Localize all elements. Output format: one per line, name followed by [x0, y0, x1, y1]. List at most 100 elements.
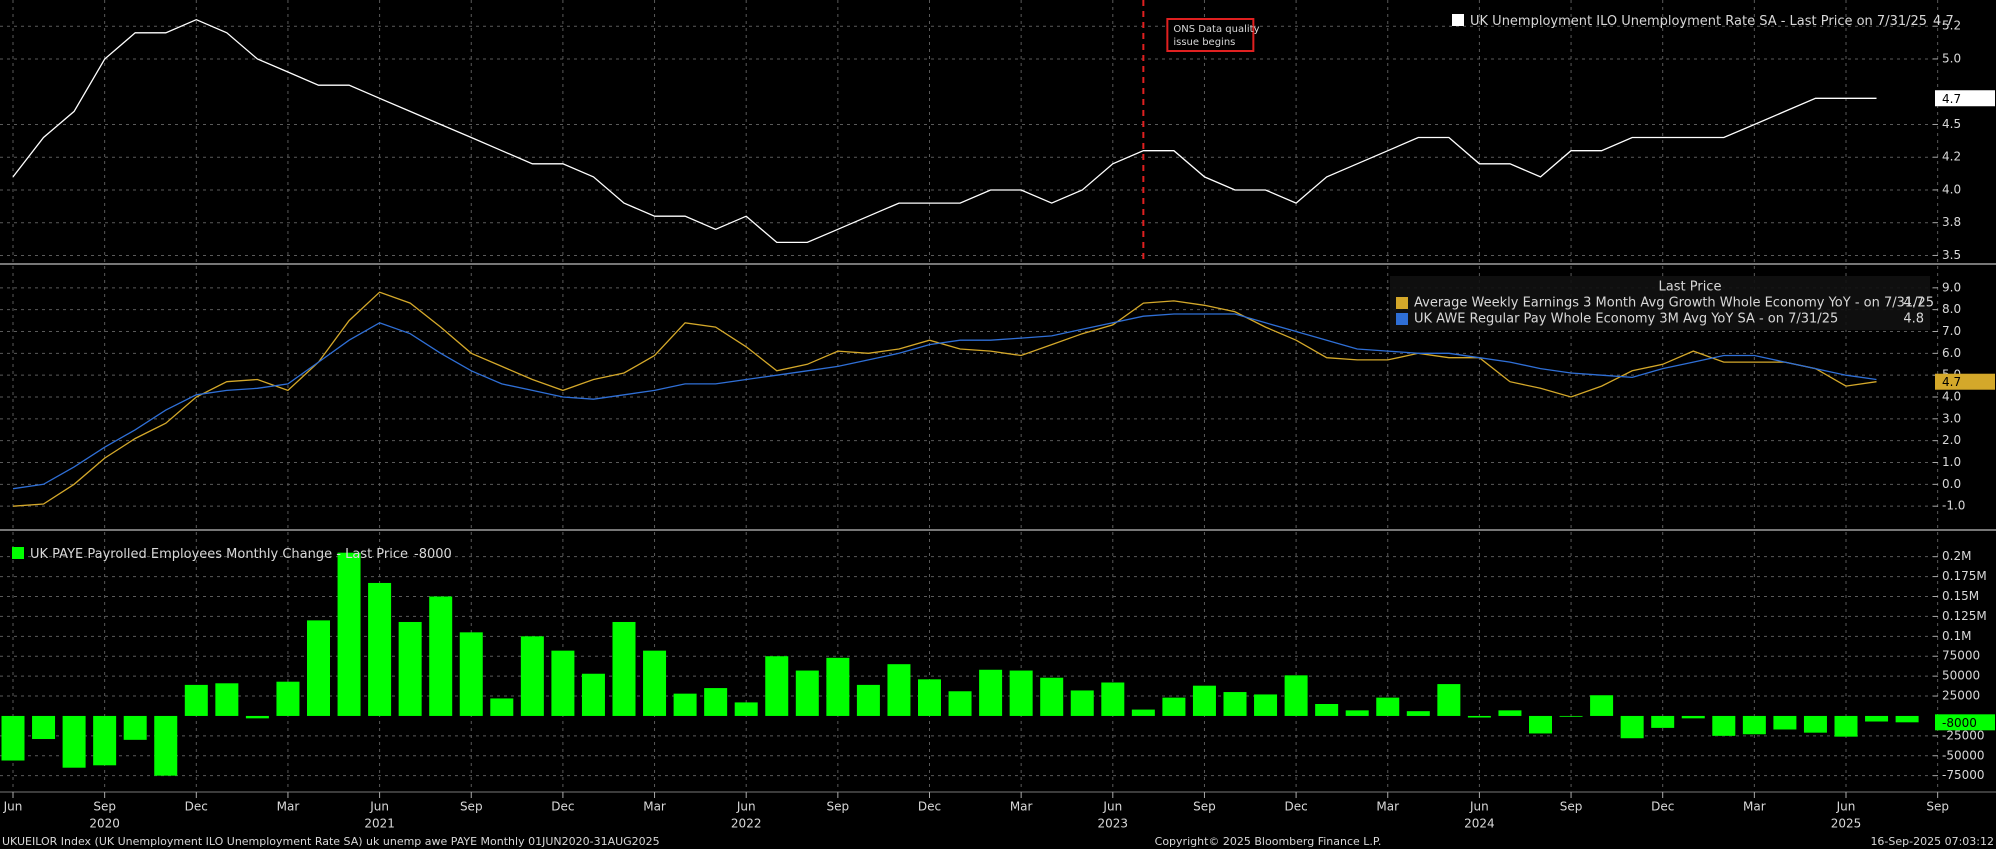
- y-tick-label: 5.2: [1942, 19, 1961, 33]
- bar: [1376, 697, 1400, 716]
- bar: [887, 664, 911, 716]
- last-value-label: 4.7: [1942, 375, 1961, 389]
- x-tick-label: Dec: [551, 800, 574, 814]
- y-tick-label: 7.0: [1942, 324, 1961, 338]
- x-tick-label: Sep: [827, 800, 850, 814]
- x-year-label: 2024: [1464, 817, 1495, 831]
- bar: [1345, 710, 1369, 716]
- y-tick-label: 25000: [1942, 689, 1980, 703]
- y-tick-label: 2.0: [1942, 433, 1961, 447]
- y-tick-label: 0.0: [1942, 477, 1961, 491]
- x-year-label: 2022: [731, 817, 762, 831]
- bar: [490, 698, 514, 716]
- legend-label: UK Unemployment ILO Unemployment Rate SA…: [1470, 14, 1927, 29]
- x-tick-label: Jun: [369, 800, 389, 814]
- legend-swatch: [1452, 14, 1464, 26]
- bar: [1498, 710, 1522, 716]
- y-tick-label: 3.5: [1942, 248, 1961, 262]
- x-year-label: 2021: [364, 817, 395, 831]
- y-tick-label: 4.5: [1942, 117, 1961, 131]
- x-tick-label: Jun: [1469, 800, 1489, 814]
- x-tick-label: Mar: [643, 800, 666, 814]
- bar: [1834, 715, 1858, 737]
- legend-entry: UK PAYE Payrolled Employees Monthly Chan…: [30, 547, 452, 562]
- y-tick-label: 0.175M: [1942, 569, 1987, 583]
- x-tick-label: Dec: [1284, 800, 1307, 814]
- bar: [520, 636, 544, 716]
- x-tick-label: Sep: [1560, 800, 1583, 814]
- bar: [1284, 675, 1308, 716]
- bar: [673, 693, 697, 716]
- y-tick-label: -1.0: [1942, 499, 1965, 513]
- bar: [1773, 715, 1797, 730]
- bar: [307, 620, 330, 716]
- bar: [1620, 715, 1644, 739]
- bar: [1651, 715, 1675, 728]
- footer-left: UKUEILOR Index (UK Unemployment ILO Unem…: [2, 835, 660, 848]
- legend-value: -8000: [414, 547, 452, 562]
- bar: [276, 681, 300, 716]
- last-value-label: -8000: [1942, 716, 1977, 730]
- last-value-tag: [1935, 90, 1995, 107]
- legend-swatch: [12, 547, 24, 559]
- y-tick-label: -25000: [1942, 728, 1985, 742]
- y-tick-label: 75000: [1942, 649, 1980, 663]
- y-tick-label: 6.0: [1942, 346, 1961, 360]
- y-tick-label: -75000: [1942, 768, 1985, 782]
- series-line: [12, 291, 1877, 507]
- annotation-box: [1166, 18, 1255, 52]
- x-tick-label: Mar: [1376, 800, 1399, 814]
- y-tick-label: 3.0: [1942, 411, 1961, 425]
- bar: [184, 684, 208, 716]
- bar: [826, 657, 850, 716]
- bar: [398, 621, 422, 716]
- legend-swatch: [1396, 313, 1408, 325]
- legend-value: 4.7: [1903, 296, 1924, 311]
- bar: [1467, 715, 1491, 718]
- bar: [1162, 697, 1186, 716]
- bar: [1712, 715, 1736, 736]
- footer-center: Copyright© 2025 Bloomberg Finance L.P.: [1155, 835, 1382, 848]
- y-tick-label: 5.0: [1942, 51, 1961, 65]
- x-tick-label: Dec: [185, 800, 208, 814]
- y-tick-label: 50000: [1942, 669, 1980, 683]
- legend-label: Average Weekly Earnings 3 Month Avg Grow…: [1414, 296, 1934, 311]
- bar: [918, 679, 941, 716]
- last-value-tag: [1935, 714, 1995, 731]
- bar: [1254, 694, 1278, 716]
- bar: [1865, 715, 1889, 722]
- x-tick-label: Mar: [277, 800, 300, 814]
- legend-label: UK PAYE Payrolled Employees Monthly Chan…: [30, 547, 408, 562]
- annotation-text: issue begins: [1173, 37, 1235, 48]
- bar: [1192, 685, 1216, 716]
- x-year-label: 2020: [89, 817, 120, 831]
- bar: [1, 715, 25, 761]
- legend-box: [1390, 276, 1930, 330]
- bar: [734, 702, 758, 716]
- bar: [795, 670, 819, 716]
- bar: [551, 650, 575, 716]
- bar: [32, 715, 56, 740]
- bar: [1529, 715, 1552, 734]
- y-tick-label: 4.0: [1942, 182, 1961, 196]
- y-tick-label: 8.0: [1942, 302, 1961, 316]
- bar: [1223, 692, 1247, 716]
- y-tick-label: 3.8: [1942, 215, 1961, 229]
- x-tick-label: Mar: [1010, 800, 1033, 814]
- bar: [154, 715, 178, 776]
- bar: [1742, 715, 1766, 735]
- x-tick-label: Mar: [1743, 800, 1766, 814]
- y-tick-label: 0.1M: [1942, 629, 1971, 643]
- y-tick-label: 0.125M: [1942, 609, 1987, 623]
- bar: [1406, 711, 1430, 716]
- series-line: [12, 313, 1877, 490]
- bar: [704, 688, 728, 716]
- bar: [123, 715, 147, 740]
- annotation-text: ONS Data quality: [1173, 24, 1259, 35]
- x-year-label: 2025: [1831, 817, 1862, 831]
- x-tick-label: Jun: [736, 800, 756, 814]
- bar: [643, 650, 667, 716]
